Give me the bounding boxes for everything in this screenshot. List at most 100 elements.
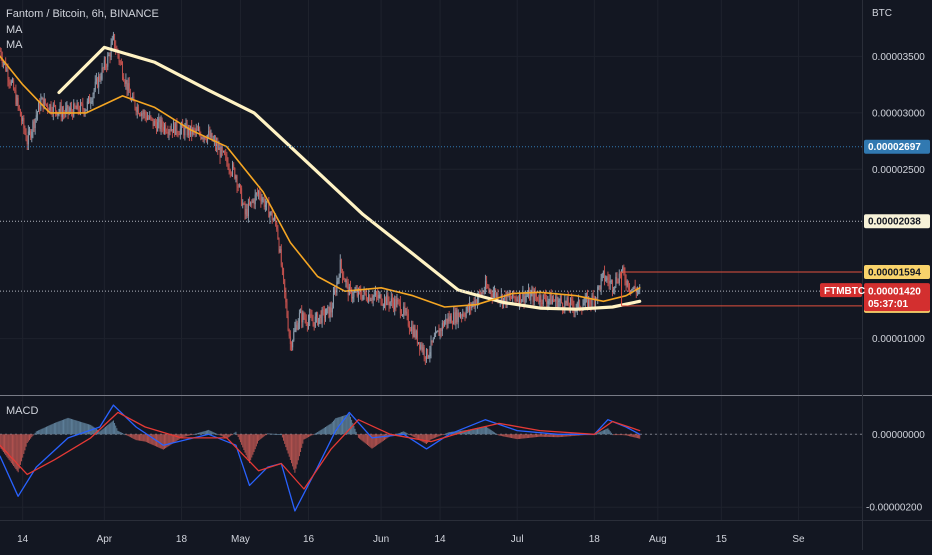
symbol-tag-bg[interactable] — [820, 283, 862, 298]
candle-body-518 — [587, 295, 589, 308]
macd-hist-bar-439 — [497, 434, 499, 436]
candle-body-211 — [238, 184, 240, 187]
candle-body-329 — [372, 295, 374, 300]
candle-body-93 — [104, 60, 106, 67]
candle-body-59 — [66, 105, 68, 109]
candle-body-144 — [162, 126, 164, 131]
macd-hist-bar-171 — [193, 434, 195, 435]
candle-body-416 — [471, 304, 473, 308]
candle-body-547 — [619, 273, 621, 276]
macd-hist-bar-211 — [238, 434, 240, 440]
candle-body-555 — [628, 288, 630, 291]
macd-hist-bar-13 — [14, 434, 16, 468]
macd-hist-bar-123 — [139, 434, 141, 441]
candle-body-401 — [454, 312, 456, 324]
macd-hist-bar-30 — [33, 434, 35, 436]
macd-hist-bar-506 — [573, 434, 575, 436]
candle-body-267 — [302, 313, 304, 323]
macd-hist-bar-485 — [549, 434, 551, 437]
macd-hist-bar-453 — [513, 434, 515, 439]
macd-hist-bar-441 — [499, 434, 501, 436]
macd-hist-bar-91 — [102, 428, 104, 435]
macd-hist-bar-284 — [321, 429, 323, 435]
candle-body-474 — [537, 296, 539, 301]
candle-body-321 — [363, 290, 365, 296]
macd-hist-bar-224 — [253, 434, 255, 452]
macd-hist-bar-367 — [415, 434, 417, 439]
candle-body-346 — [391, 298, 393, 303]
candle-body-151 — [170, 129, 172, 131]
macd-hist-bar-46 — [51, 424, 53, 435]
candle-body-265 — [300, 311, 302, 313]
candle-body-118 — [133, 96, 135, 102]
candle-body-520 — [589, 297, 591, 304]
candle-body-436 — [494, 290, 496, 294]
candle-body-291 — [329, 307, 331, 318]
macd-hist-bar-245 — [277, 434, 279, 435]
macd-hist-bar-540 — [611, 434, 613, 436]
macd-hist-bar-428 — [484, 426, 486, 435]
macd-hist-bar-402 — [455, 431, 457, 435]
macd-hist-bar-238 — [269, 433, 271, 435]
macd-hist-bar-249 — [281, 434, 283, 438]
candle-body-328 — [371, 299, 373, 301]
candle-body-359 — [406, 311, 408, 314]
candle-body-412 — [466, 306, 468, 311]
macd-hist-bar-200 — [226, 434, 228, 439]
candle-body-52 — [58, 111, 60, 113]
macd-hist-bar-558 — [632, 434, 634, 438]
candle-body-58 — [65, 108, 67, 114]
candle-body-414 — [469, 303, 471, 310]
candle-body-163 — [184, 126, 186, 136]
candle-body-333 — [377, 295, 379, 298]
macd-hist-bar-229 — [259, 434, 261, 440]
macd-hist-bar-197 — [222, 434, 224, 438]
indicator-ma-fast-label[interactable]: MA — [6, 24, 23, 36]
candle-body-142 — [160, 120, 162, 129]
candle-body-307 — [347, 282, 349, 296]
candle-body-12 — [13, 80, 15, 90]
candle-body-467 — [529, 290, 531, 301]
macd-hist-bar-501 — [567, 434, 569, 437]
macd-hist-bar-31 — [34, 432, 36, 435]
candle-body-64 — [72, 111, 74, 117]
tag-horizontal-white-bg[interactable] — [864, 214, 930, 229]
macd-hist-bar-329 — [372, 434, 374, 448]
macd-hist-bar-472 — [534, 434, 536, 438]
macd-hist-bar-325 — [368, 434, 370, 446]
macd-hist-bar-29 — [32, 434, 34, 436]
candle-body-247 — [279, 249, 281, 252]
macd-panel-label[interactable]: MACD — [6, 405, 39, 417]
candle-body-386 — [437, 330, 439, 332]
tag-last-price-bg[interactable] — [864, 283, 930, 312]
candle-body-243 — [275, 217, 277, 224]
macd-hist-bar-124 — [140, 434, 142, 441]
candle-body-113 — [127, 83, 129, 91]
macd-hist-bar-375 — [424, 434, 426, 444]
candle-body-284 — [321, 309, 323, 323]
candle-body-340 — [385, 297, 387, 306]
macd-hist-bar-218 — [246, 434, 248, 458]
time-tick-label-9: Aug — [649, 534, 667, 545]
candle-body-399 — [452, 323, 454, 325]
candle-body-94 — [106, 66, 108, 68]
candle-body-18 — [19, 109, 21, 117]
tag-horizontal-blue-bg[interactable] — [864, 139, 930, 154]
candle-body-482 — [546, 299, 548, 304]
candle-body-434 — [491, 294, 493, 298]
macd-hist-bar-20 — [22, 434, 24, 458]
candle-body-116 — [131, 99, 133, 101]
candle-body-396 — [448, 317, 450, 322]
macd-hist-bar-244 — [276, 434, 278, 435]
candle-body-559 — [633, 286, 635, 289]
macd-hist-bar-187 — [211, 431, 213, 435]
candle-body-413 — [467, 306, 469, 310]
candle-body-251 — [284, 279, 286, 293]
indicator-ma-slow-label[interactable]: MA — [6, 39, 23, 51]
macd-hist-bar-178 — [201, 431, 203, 435]
tag-range-high-bg[interactable] — [864, 264, 930, 279]
candle-body-203 — [229, 170, 231, 174]
candle-body-363 — [411, 326, 413, 332]
